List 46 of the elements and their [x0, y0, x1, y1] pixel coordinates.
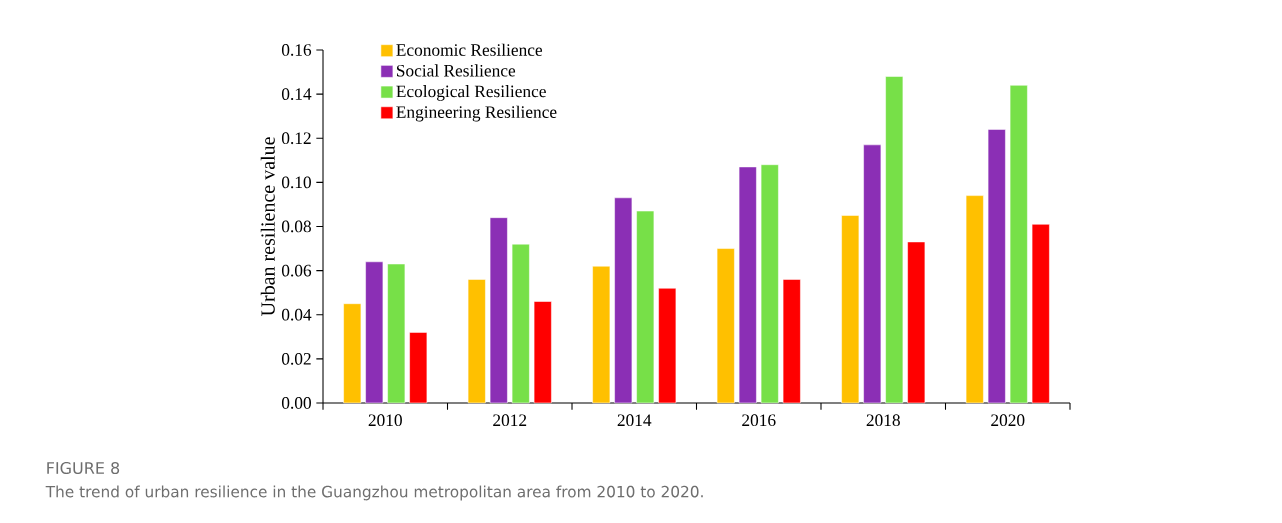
text: The trend of urban resilience in the Guangzhou metropolitan area from 2010 to 2020.: [45, 485, 703, 501]
legend-label: Economic Resilience: [396, 43, 543, 56]
x-tick-label: 2012: [493, 414, 527, 427]
x-tick-label: 2016: [742, 414, 776, 427]
x-tick-label: 2014: [617, 414, 652, 427]
y-tick-label: 0.12: [281, 132, 311, 145]
bar: [716, 248, 735, 404]
x-tick-label: 2020: [991, 414, 1025, 427]
bar: [738, 166, 757, 404]
bar: [636, 210, 655, 404]
bar: [511, 243, 530, 404]
y-tick-label: 0.08: [281, 220, 311, 233]
bar: [863, 144, 882, 404]
legend-label: Engineering Resilience: [396, 105, 557, 122]
y-tick-label: 0.00: [281, 397, 311, 409]
bar: [533, 301, 552, 404]
y-tick-label: 0.04: [281, 308, 312, 321]
bar: [907, 241, 926, 404]
y-tick-label: 0.06: [281, 264, 312, 277]
bar: [467, 279, 486, 404]
bar: [614, 197, 633, 404]
bar: [1031, 224, 1050, 404]
y-tick-label: 0.16: [281, 44, 312, 56]
bar: [387, 263, 406, 404]
bar: [760, 164, 779, 404]
bar: [592, 265, 611, 404]
legend-label: Ecological Resilience: [396, 85, 546, 101]
legend-label: Social Resilience: [396, 64, 516, 77]
bar: [409, 332, 428, 404]
bar: [987, 129, 1006, 404]
bar: [782, 279, 801, 404]
y-tick-label: 0.10: [281, 176, 311, 189]
text: FIGURE 8: [47, 461, 120, 475]
bar: [1009, 85, 1028, 404]
y-tick-label: 0.02: [281, 352, 311, 365]
bar: [841, 215, 860, 404]
y-axis-title: Urban resilience value: [260, 137, 275, 317]
bar: [365, 261, 384, 404]
x-tick-label: 2018: [866, 414, 900, 427]
bar: [489, 217, 508, 404]
bar: [658, 287, 677, 404]
x-tick-label: 2010: [368, 414, 402, 427]
bar: [343, 303, 362, 404]
bar: [885, 76, 904, 404]
y-tick-label: 0.14: [281, 88, 312, 100]
bar: [965, 195, 984, 404]
